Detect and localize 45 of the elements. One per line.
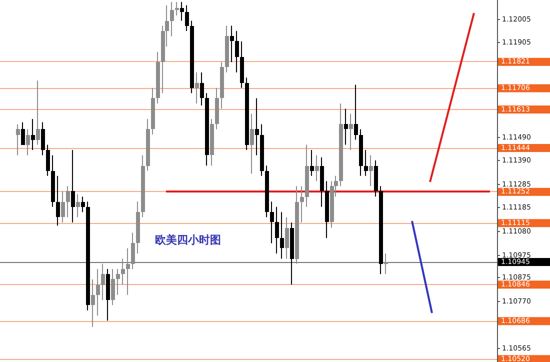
candlestick — [36, 80, 40, 146]
candlestick — [230, 25, 234, 63]
candlestick — [96, 268, 100, 316]
candlestick — [81, 196, 85, 213]
candlestick — [31, 118, 35, 151]
candlestick — [344, 108, 348, 146]
candlestick — [41, 122, 45, 156]
candlestick — [280, 212, 284, 260]
candlestick — [310, 150, 314, 176]
candlestick — [250, 113, 254, 174]
candlestick — [26, 128, 30, 156]
candlestick — [275, 206, 279, 254]
candlestick — [369, 154, 373, 187]
candlestick — [66, 186, 70, 218]
candlestick — [101, 263, 105, 301]
candlestick — [235, 30, 239, 73]
candlestick — [255, 98, 259, 156]
candlestick — [61, 190, 65, 223]
candlestick — [195, 72, 199, 104]
candlestick — [300, 186, 304, 223]
candlestick — [16, 124, 20, 156]
candlestick — [200, 72, 204, 106]
candlestick — [71, 150, 75, 223]
candlestick — [116, 268, 120, 296]
candlestick — [76, 194, 80, 218]
candlestick — [91, 278, 95, 328]
candlestick — [364, 150, 368, 176]
candlestick — [56, 175, 60, 226]
candlestick — [285, 216, 289, 260]
candlestick — [111, 268, 115, 306]
candlestick — [121, 258, 125, 286]
candlestick — [270, 201, 274, 244]
candlestick — [349, 113, 353, 151]
candlestick — [180, 2, 184, 22]
candlestick — [170, 2, 174, 37]
candlestick — [185, 4, 189, 32]
candlestick — [46, 144, 50, 176]
candlestick — [126, 248, 130, 296]
candlestick — [131, 232, 135, 270]
candlestick — [175, 2, 179, 16]
candlestick — [315, 154, 319, 182]
candlestick — [384, 253, 388, 275]
candlestick — [354, 84, 358, 140]
candlestick — [21, 122, 25, 146]
annotation: 欧美四小时图 — [155, 234, 221, 247]
